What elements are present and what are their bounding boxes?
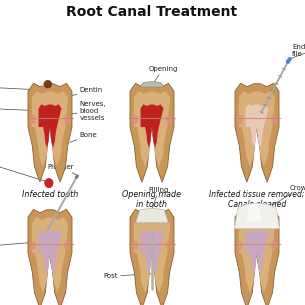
Polygon shape xyxy=(38,230,61,274)
Polygon shape xyxy=(246,204,261,221)
Ellipse shape xyxy=(131,241,138,250)
Ellipse shape xyxy=(166,115,172,124)
Polygon shape xyxy=(140,82,164,87)
Polygon shape xyxy=(134,217,170,293)
Polygon shape xyxy=(239,91,275,167)
Text: Abscess: Abscess xyxy=(0,158,48,182)
Text: Root Canal Treatment: Root Canal Treatment xyxy=(66,5,238,19)
Text: Bone: Bone xyxy=(70,132,98,142)
Polygon shape xyxy=(130,83,174,182)
Polygon shape xyxy=(28,209,72,305)
Text: Infected tissue removed;
Canals cleaned: Infected tissue removed; Canals cleaned xyxy=(209,190,305,210)
Ellipse shape xyxy=(30,241,36,250)
Ellipse shape xyxy=(64,241,70,250)
Text: Post: Post xyxy=(103,273,151,279)
Text: Endodontic
file: Endodontic file xyxy=(290,44,305,59)
Text: Decay
Gum: Decay Gum xyxy=(0,81,43,94)
Polygon shape xyxy=(32,91,68,167)
Text: Infected
pulp: Infected pulp xyxy=(0,102,46,115)
Text: Infected tooth: Infected tooth xyxy=(22,190,78,199)
Polygon shape xyxy=(130,209,174,305)
Ellipse shape xyxy=(237,115,243,124)
Polygon shape xyxy=(32,217,68,293)
Polygon shape xyxy=(141,104,163,148)
Polygon shape xyxy=(235,83,279,182)
Text: Opening made
in tooth: Opening made in tooth xyxy=(123,190,181,210)
Ellipse shape xyxy=(64,115,70,124)
Ellipse shape xyxy=(131,115,138,124)
Ellipse shape xyxy=(30,115,36,124)
Polygon shape xyxy=(38,104,61,148)
Polygon shape xyxy=(246,104,268,148)
Text: Crown: Crown xyxy=(272,185,305,205)
Polygon shape xyxy=(239,217,275,293)
Ellipse shape xyxy=(271,115,278,124)
Ellipse shape xyxy=(44,81,52,88)
Ellipse shape xyxy=(271,241,278,250)
Polygon shape xyxy=(246,230,268,274)
Text: Nerves,
blood
vessels: Nerves, blood vessels xyxy=(60,101,106,121)
Text: Gutta -
percha: Gutta - percha xyxy=(0,240,47,253)
Text: Opening: Opening xyxy=(148,66,178,82)
Text: Dentin: Dentin xyxy=(68,87,103,97)
Text: Filling: Filling xyxy=(149,187,169,209)
Polygon shape xyxy=(134,91,170,167)
Ellipse shape xyxy=(237,241,243,250)
Ellipse shape xyxy=(45,178,53,188)
Ellipse shape xyxy=(166,241,172,250)
Polygon shape xyxy=(235,209,279,305)
Polygon shape xyxy=(135,208,168,223)
Polygon shape xyxy=(235,203,279,229)
Polygon shape xyxy=(28,83,72,182)
Polygon shape xyxy=(141,230,163,274)
Text: Plugger: Plugger xyxy=(48,164,77,175)
Ellipse shape xyxy=(40,81,45,86)
